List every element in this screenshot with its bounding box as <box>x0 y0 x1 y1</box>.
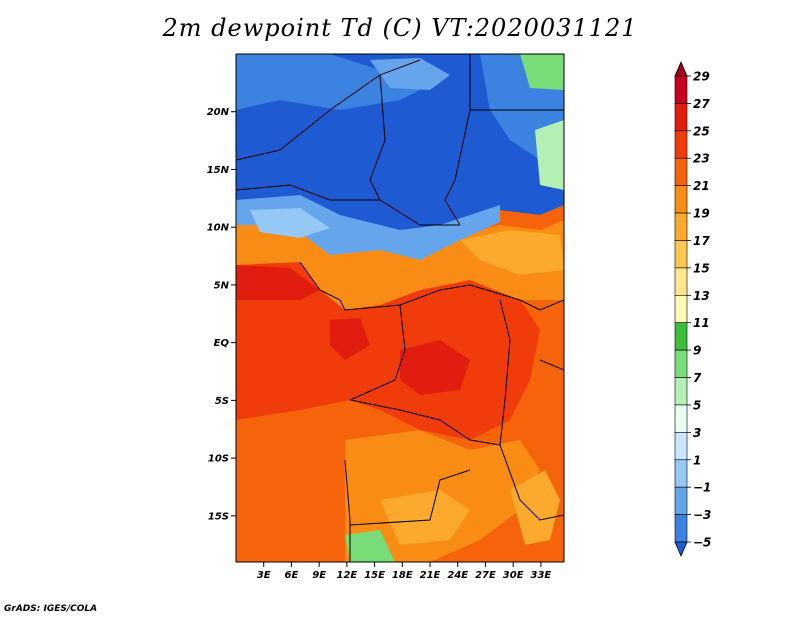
colorbar-label: 29 <box>693 70 710 84</box>
colorbar-label: 9 <box>693 344 701 358</box>
colorbar-swatch <box>674 377 688 406</box>
colorbar-label: 1 <box>693 453 701 467</box>
lat-tick-label: 10N <box>207 223 230 234</box>
field-congo-red <box>236 262 540 440</box>
colorbar-swatch <box>674 267 688 296</box>
colorbar-label: 23 <box>693 152 710 166</box>
field-gabon-deep <box>330 318 370 360</box>
lat-tick-label: 5S <box>215 396 229 407</box>
border-angola-namibia <box>344 459 351 562</box>
colorbar-top-arrow <box>674 60 688 77</box>
lat-tick-label: 15N <box>207 165 230 176</box>
border-zambia <box>349 469 471 526</box>
colorbar-swatch <box>674 75 688 104</box>
field-south-light <box>380 490 470 545</box>
colorbar-label: 13 <box>693 289 710 303</box>
country-borders <box>236 54 564 562</box>
lat-tick-label: 5N <box>214 280 230 291</box>
lon-tick-label: 12E <box>336 570 357 581</box>
border-car-drc <box>344 284 521 311</box>
colorbar-label: −3 <box>693 508 711 522</box>
lon-tick-label: 6E <box>285 570 299 581</box>
colorbar-label: 21 <box>693 179 710 193</box>
colorbar-label: 25 <box>693 124 710 138</box>
border-sahel-belt <box>236 184 460 226</box>
lon-tick-label: 18E <box>392 570 413 581</box>
lon-tick-label: 24E <box>447 570 468 581</box>
lon-tick-label: 30E <box>503 570 524 581</box>
colorbar-swatch <box>674 294 688 324</box>
colorbar-label: 19 <box>693 207 710 221</box>
colorbar-swatch <box>674 157 688 186</box>
colorbar-swatch <box>674 404 688 433</box>
border-uganda-kenya <box>519 299 564 311</box>
lat-tick-label: EQ <box>214 338 230 349</box>
border-mozambique <box>519 499 564 521</box>
colorbar-swatch <box>674 322 688 351</box>
colorbar-swatch <box>674 103 688 132</box>
colorbar-label: 15 <box>693 261 710 275</box>
lon-tick-label: 21E <box>420 570 441 581</box>
border-mali-algeria <box>236 59 421 161</box>
colorbar-label: 27 <box>693 97 710 111</box>
lat-tick-label: 20N <box>207 107 230 118</box>
colorbar-label: 5 <box>693 398 701 412</box>
colorbar-swatch <box>674 459 688 488</box>
colorbar-swatch <box>674 185 688 214</box>
border-chad-east <box>444 54 471 226</box>
colorbar-swatch <box>674 349 688 378</box>
border-nigeria-cameroon <box>299 261 346 311</box>
field-sahel-pale-blue <box>250 208 330 238</box>
field-south-green <box>345 530 395 562</box>
colorbar-swatch <box>674 486 688 515</box>
colorbar-label: −5 <box>693 536 711 550</box>
colorbar-swatch <box>674 240 688 269</box>
plot-frame <box>235 53 565 563</box>
lon-tick-label: 3E <box>257 570 271 581</box>
border-niger-west <box>369 74 386 201</box>
border-angola-drc <box>349 399 501 446</box>
colorbar-swatch <box>674 212 688 241</box>
colorbar-label: 11 <box>693 316 710 330</box>
map-title: 2m dewpoint Td (C) VT:2020031121 <box>162 14 638 42</box>
colorbar: 29 27 25 23 21 19 17 15 13 11 9 7 5 3 1 −1 −3 −5 <box>674 60 711 558</box>
field-sudan-light <box>460 230 564 275</box>
lon-tick-label: 27E <box>475 570 496 581</box>
lat-tick-label: 10S <box>208 454 229 465</box>
lon-tick-label: 33E <box>531 570 552 581</box>
longitude-axis: 3E 6E 9E 12E 15E 18E 21E 24E 27E 30E 33E <box>257 562 552 581</box>
field-ne-green <box>520 54 564 90</box>
lat-tick-label: 15S <box>208 511 229 522</box>
field-east-south-light <box>510 470 560 545</box>
lon-tick-label: 9E <box>312 570 326 581</box>
field-north-light-blue <box>370 58 450 90</box>
colorbar-label: 7 <box>693 371 702 385</box>
border-congo-drc <box>349 304 406 401</box>
field-basin-deep <box>400 340 470 395</box>
latitude-axis: 20N 15N 10N 5N EQ 5S 10S 15S <box>207 107 236 522</box>
field-ethiopia-green <box>535 120 564 190</box>
colorbar-bottom-arrow <box>674 541 688 558</box>
colorbar-label: −1 <box>693 481 711 495</box>
field-coastal-angola <box>236 400 360 562</box>
colorbar-swatch <box>674 514 688 543</box>
border-kenya-tanzania <box>539 359 564 371</box>
footer-credit: GrADS: IGES/COLA <box>4 604 98 614</box>
colorbar-label: 3 <box>693 426 701 440</box>
colorbar-swatch <box>674 130 688 159</box>
colorbar-label: 17 <box>693 234 710 248</box>
lon-tick-label: 15E <box>364 570 385 581</box>
colorbar-swatch <box>674 432 688 461</box>
field-gulf-deep <box>236 265 320 300</box>
border-east-lakes <box>499 299 521 501</box>
